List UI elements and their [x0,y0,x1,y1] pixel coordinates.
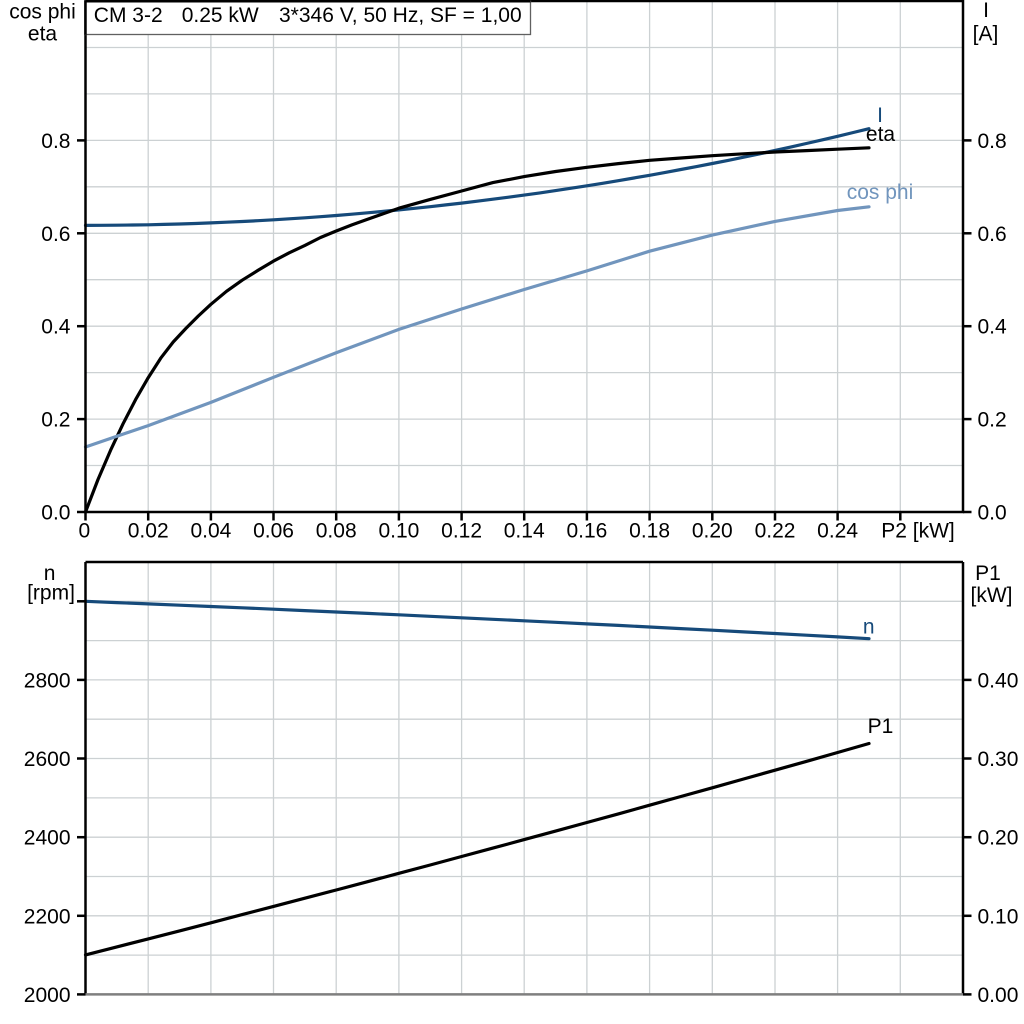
svg-text:0.4: 0.4 [41,316,71,339]
svg-text:0.16: 0.16 [566,520,607,543]
svg-text:0.00: 0.00 [978,984,1019,1007]
svg-text:2200: 2200 [24,905,71,928]
svg-text:2400: 2400 [24,827,71,850]
svg-text:0.4: 0.4 [978,316,1008,339]
svg-text:0.20: 0.20 [978,827,1019,850]
svg-text:cos phi: cos phi [9,1,76,24]
svg-text:0.04: 0.04 [190,520,231,543]
svg-text:n: n [44,562,56,585]
svg-text:0.0: 0.0 [41,502,70,525]
svg-text:n: n [863,616,875,639]
svg-text:0.6: 0.6 [41,223,70,246]
svg-text:0.10: 0.10 [978,905,1019,928]
svg-text:[A]: [A] [973,23,999,46]
svg-text:I: I [983,0,989,22]
svg-text:0: 0 [78,520,90,543]
svg-text:CM 3-20.25 kW3*346 V, 50 Hz, S: CM 3-2 0.25 kW 3*346 V, 50 Hz, SF = 1,00 [94,4,522,27]
svg-text:0.8: 0.8 [41,130,70,153]
svg-text:0.22: 0.22 [755,520,796,543]
svg-text:2000: 2000 [24,984,71,1007]
svg-text:0.40: 0.40 [978,669,1019,692]
svg-text:eta: eta [28,23,58,46]
svg-text:0.2: 0.2 [41,409,70,432]
svg-text:eta: eta [866,123,896,146]
svg-text:2800: 2800 [24,669,71,692]
svg-text:0.0: 0.0 [978,502,1007,525]
svg-text:0.24: 0.24 [817,520,858,543]
svg-text:I: I [877,104,883,127]
svg-text:0.02: 0.02 [128,520,169,543]
svg-text:[rpm]: [rpm] [27,582,75,605]
svg-text:0.2: 0.2 [978,409,1007,432]
svg-text:0.18: 0.18 [629,520,670,543]
svg-text:P1: P1 [975,562,1001,585]
svg-text:0.30: 0.30 [978,748,1019,771]
svg-text:0.06: 0.06 [253,520,294,543]
svg-text:cos phi: cos phi [847,181,914,204]
svg-text:[kW]: [kW] [971,584,1013,607]
svg-text:0.14: 0.14 [504,520,545,543]
svg-text:2600: 2600 [24,748,71,771]
svg-text:0.20: 0.20 [692,520,733,543]
svg-text:0.6: 0.6 [978,223,1007,246]
svg-text:P1: P1 [868,715,894,738]
svg-text:0.10: 0.10 [378,520,419,543]
svg-text:0.12: 0.12 [441,520,482,543]
svg-text:P2 [kW]: P2 [kW] [881,520,955,543]
svg-text:0.08: 0.08 [316,520,357,543]
svg-text:0.8: 0.8 [978,130,1007,153]
